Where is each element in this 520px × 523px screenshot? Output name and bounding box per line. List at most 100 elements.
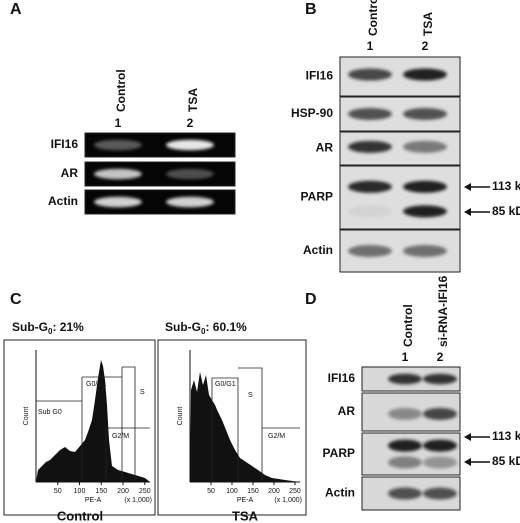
x-tick-label: 100: [226, 488, 238, 495]
x-axis-label: PE-A: [237, 497, 254, 504]
sub-g0-prefix: Sub-G: [12, 320, 48, 334]
gate-label: G0/G1: [86, 381, 107, 388]
x-tick-label: 200: [117, 488, 129, 495]
gate-label: G2/M: [112, 433, 129, 440]
band: [94, 168, 142, 180]
band: [348, 245, 392, 257]
band: [403, 108, 447, 120]
plot-frame: [157, 339, 307, 516]
arrow-head: [464, 433, 471, 441]
lane-number: 2: [187, 116, 194, 130]
band: [423, 456, 457, 469]
x-scale-label: (x 1,000): [124, 497, 152, 504]
sub-g0-label: Sub-G0: 60.1%: [165, 320, 247, 336]
band: [423, 439, 457, 452]
histogram: [190, 372, 300, 482]
band: [423, 373, 457, 385]
row-label: PARP: [323, 446, 355, 460]
y-axis-label: Count: [177, 407, 184, 426]
sub-g0-suffix: : 60.1%: [205, 320, 247, 334]
blot-strip: [361, 432, 461, 476]
column-label: Control: [114, 69, 128, 112]
band: [388, 407, 422, 420]
sub-g0-label: Sub-G0: 21%: [12, 320, 84, 336]
band: [94, 139, 142, 151]
band: [348, 180, 392, 193]
row-label: IFI16: [306, 69, 334, 83]
band: [403, 180, 447, 193]
column-label: Control: [366, 0, 380, 36]
x-tick-label: 100: [74, 488, 86, 495]
column-label: TSA: [186, 88, 200, 112]
gates: [36, 366, 300, 482]
gate-label: G0/G1: [215, 381, 236, 388]
row-label: Actin: [303, 243, 333, 257]
blot-strip: [339, 165, 461, 230]
row-label: IFI16: [328, 371, 356, 385]
lane-number: 1: [115, 116, 122, 130]
plot-caption: TSA: [232, 508, 259, 523]
x-tick-label: 250: [139, 488, 151, 495]
x-tick-label: 150: [95, 488, 107, 495]
y-axis-label: Count: [23, 407, 30, 426]
band: [348, 68, 392, 81]
band: [348, 140, 392, 153]
row-label: Actin: [325, 486, 355, 500]
x-tick-label: 200: [268, 488, 280, 495]
x-scale-label: (x 1,000): [274, 497, 302, 504]
lane-number: 1: [402, 350, 409, 364]
band: [403, 68, 447, 81]
band: [388, 487, 422, 500]
band: [94, 196, 142, 208]
band: [166, 196, 214, 208]
band: [403, 245, 447, 257]
band: [348, 108, 392, 120]
marker-label: 113 kD: [492, 429, 520, 443]
band: [166, 168, 214, 180]
marker-label: 85 kD: [492, 204, 520, 218]
row-label: IFI16: [51, 137, 79, 151]
column-label: TSA: [421, 12, 435, 36]
plot-caption: Control: [57, 508, 103, 523]
x-tick-label: 50: [54, 488, 62, 495]
histogram: [36, 360, 150, 482]
band: [388, 373, 422, 385]
gate-label: S: [140, 389, 145, 396]
sub-g0-suffix: : 21%: [52, 320, 84, 334]
panel-label: A: [10, 1, 22, 18]
arrow-head: [464, 183, 471, 191]
gate-label: S: [248, 392, 253, 399]
gate-label: G2/M: [268, 433, 285, 440]
column-label: si-RNA-IFI16: [436, 275, 450, 347]
panel-label: D: [305, 291, 317, 308]
band: [388, 456, 422, 469]
marker-label: 85 kD: [492, 454, 520, 468]
row-label: AR: [316, 141, 334, 155]
column-label: Control: [401, 304, 415, 347]
row-label: AR: [338, 404, 356, 418]
band: [423, 487, 457, 500]
band: [403, 205, 447, 218]
row-label: Actin: [48, 194, 78, 208]
x-tick-label: 150: [247, 488, 259, 495]
lane-number: 1: [367, 39, 374, 53]
panel-label: C: [10, 291, 22, 308]
arrow-head: [464, 458, 471, 466]
band: [403, 140, 447, 153]
sub-g0-subscript: 0: [48, 327, 53, 336]
band: [388, 439, 422, 452]
band: [166, 139, 214, 151]
x-axis-label: PE-A: [85, 497, 102, 504]
band: [348, 205, 392, 218]
plot-frame: [3, 339, 156, 516]
panel-label: B: [305, 1, 317, 18]
sub-g0-subscript: 0: [201, 327, 206, 336]
gate-label: Sub G0: [38, 409, 62, 416]
x-tick-label: 50: [207, 488, 215, 495]
row-label: AR: [61, 166, 79, 180]
x-tick-label: 250: [289, 488, 301, 495]
lane-number: 2: [422, 39, 429, 53]
band: [423, 407, 457, 420]
